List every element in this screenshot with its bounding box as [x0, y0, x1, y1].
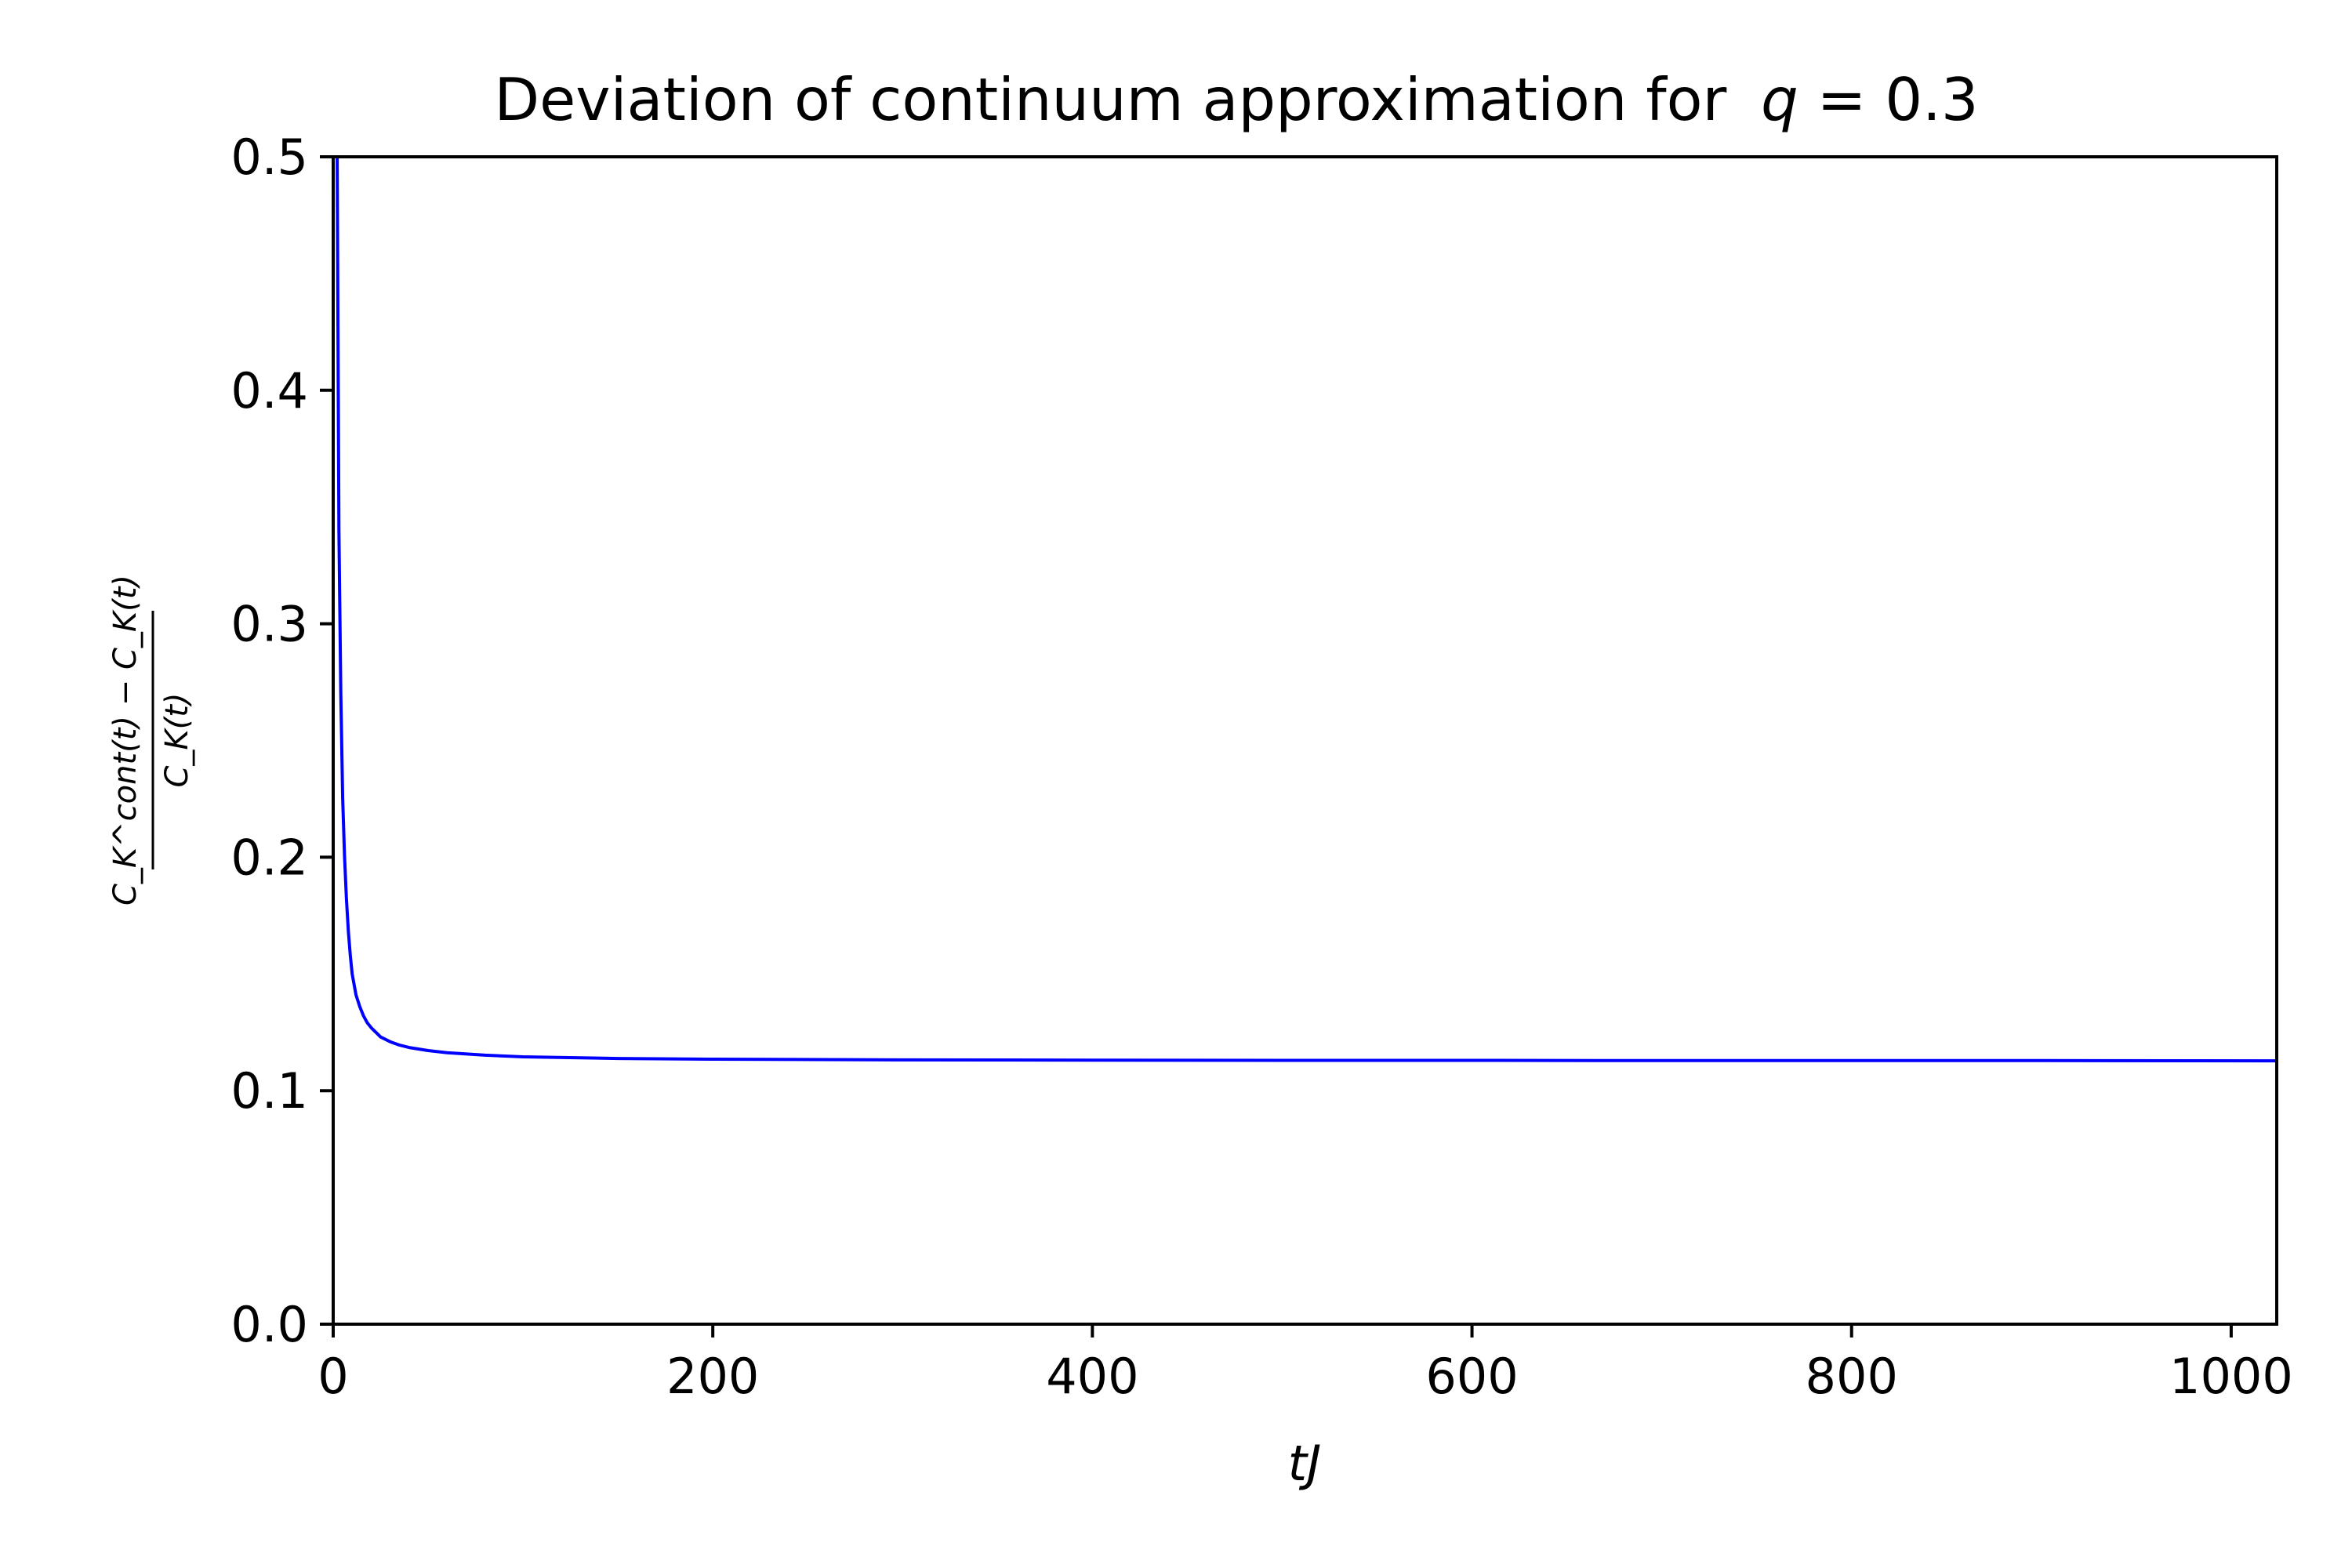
- y-tick-label: 0.1: [230, 1062, 308, 1120]
- y-tick-label: 0.4: [230, 362, 308, 419]
- series-line: [336, 157, 2277, 1063]
- x-tick-label: 800: [1806, 1348, 1898, 1405]
- chart-title-variable: q: [1761, 65, 1798, 134]
- y-axis-label-denominator-text: C_K(t): [159, 692, 195, 787]
- x-tick-label: 400: [1046, 1348, 1138, 1405]
- y-axis-label: C_K^cont(t) − C_K(t) C_K(t): [107, 575, 195, 906]
- chart-title: Deviation of continuum approximation for…: [494, 65, 1978, 134]
- x-axis-ticks: 0 200 400 600 800 1000: [318, 1324, 2293, 1405]
- chart-title-value: 0.3: [1885, 65, 1978, 134]
- y-tick-label: 0.3: [230, 596, 308, 653]
- x-tick-label: 0: [318, 1348, 348, 1405]
- x-tick-label: 200: [666, 1348, 759, 1405]
- y-axis-label-numerator: C_K^cont(t) − C_K(t): [107, 575, 143, 906]
- y-tick-label: 0.0: [230, 1296, 308, 1353]
- y-tick-label: 0.2: [230, 829, 308, 886]
- y-axis-label-numerator-text: C_K^cont(t) − C_K(t): [107, 575, 143, 906]
- x-tick-label: 600: [1425, 1348, 1518, 1405]
- x-axis-label: tJ: [1288, 1435, 1322, 1492]
- series-layer: [336, 157, 2277, 1063]
- y-axis-ticks: 0.0 0.1 0.2 0.3 0.4 0.5: [230, 129, 333, 1353]
- y-axis-label-denominator: C_K(t): [159, 692, 195, 787]
- y-tick-label: 0.5: [230, 129, 308, 186]
- chart-title-text: Deviation of continuum approximation for: [494, 65, 1726, 134]
- plot-frame: [332, 155, 2278, 1326]
- x-tick-label: 1000: [2169, 1348, 2293, 1405]
- chart-title-operator: =: [1817, 65, 1886, 134]
